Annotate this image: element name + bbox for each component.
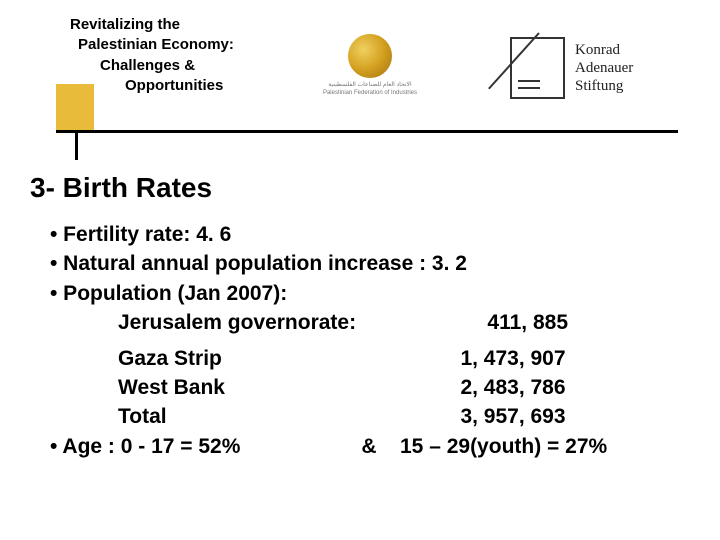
kas-logo-text: Konrad Adenauer Stiftung	[575, 41, 633, 95]
age-ampersand: &	[350, 432, 388, 461]
row-value: 2, 483, 786	[398, 373, 628, 402]
slide-content: • Fertility rate: 4. 6 • Natural annual …	[50, 220, 690, 461]
kas-line: Konrad	[575, 41, 633, 59]
row-label: Gaza Strip	[118, 344, 398, 373]
divider-vertical	[75, 132, 78, 160]
kas-logo-icon	[510, 37, 565, 99]
kas-logo: Konrad Adenauer Stiftung	[510, 30, 700, 105]
pfi-logo-text-en: Palestinian Federation of Industries	[323, 90, 417, 98]
title-line: Revitalizing the	[70, 15, 234, 35]
kas-line: Stiftung	[575, 77, 633, 95]
section-heading: 3- Birth Rates	[30, 172, 212, 204]
bullet-population: • Population (Jan 2007):	[50, 279, 690, 308]
divider-horizontal	[56, 130, 678, 133]
row-label: West Bank	[118, 373, 398, 402]
bullet-fertility: • Fertility rate: 4. 6	[50, 220, 690, 249]
row-value: 1, 473, 907	[398, 344, 628, 373]
kas-line: Adenauer	[575, 59, 633, 77]
title-line: Opportunities	[70, 76, 234, 96]
pfi-logo-icon	[348, 34, 392, 78]
jerusalem-row: Jerusalem governorate: 411, 885	[50, 308, 690, 337]
title-line: Palestinian Economy:	[70, 35, 234, 55]
row-value: 3, 957, 693	[398, 402, 628, 431]
table-row: Total 3, 957, 693	[118, 402, 690, 431]
pfi-logo-text-ar: الاتحاد العام للصناعات الفلسطينية	[328, 82, 411, 90]
slide-header: Revitalizing the Palestinian Economy: Ch…	[0, 0, 720, 145]
row-label: Total	[118, 402, 398, 431]
table-row: Gaza Strip 1, 473, 907	[118, 344, 690, 373]
title-line: Challenges &	[70, 56, 234, 76]
population-table: Gaza Strip 1, 473, 907 West Bank 2, 483,…	[50, 344, 690, 432]
presentation-title: Revitalizing the Palestinian Economy: Ch…	[70, 15, 234, 96]
jerusalem-label: Jerusalem governorate:	[118, 308, 418, 337]
bullet-natural-increase: • Natural annual population increase : 3…	[50, 249, 690, 278]
age-part2: 15 – 29(youth) = 27%	[388, 432, 690, 461]
pfi-logo: الاتحاد العام للصناعات الفلسطينية Palest…	[310, 28, 430, 103]
jerusalem-value: 411, 885	[418, 308, 578, 337]
age-row: • Age : 0 - 17 = 52% & 15 – 29(youth) = …	[50, 432, 690, 461]
age-part1: • Age : 0 - 17 = 52%	[50, 432, 350, 461]
table-row: West Bank 2, 483, 786	[118, 373, 690, 402]
